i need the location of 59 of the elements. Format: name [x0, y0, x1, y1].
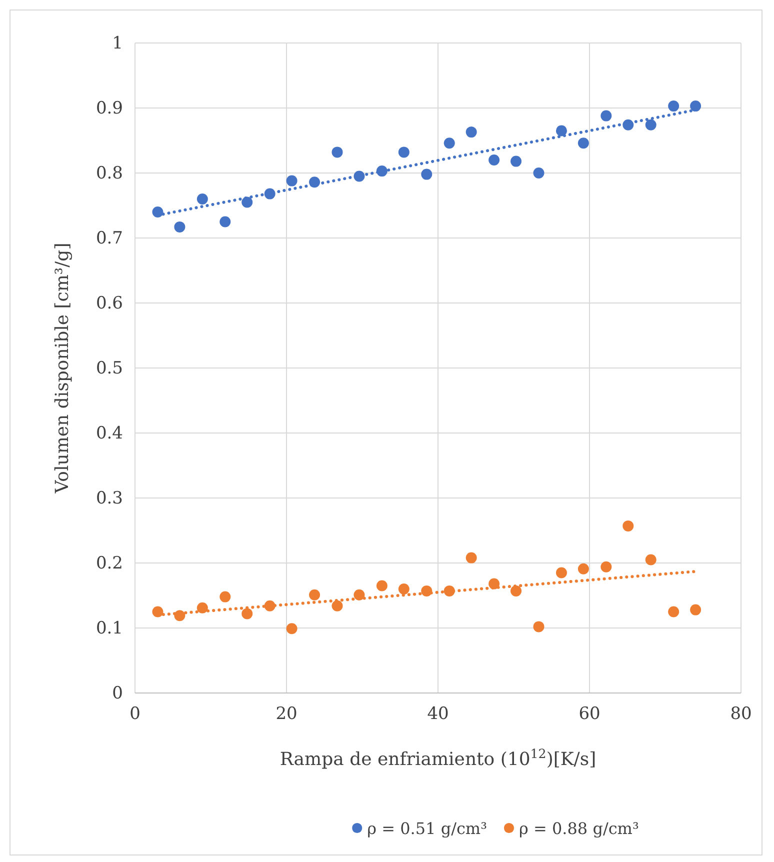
point — [556, 567, 567, 578]
y-tick-label: 0.2 — [96, 553, 123, 574]
y-tick-label: 0.5 — [96, 358, 123, 378]
y-tick-label: 0.8 — [96, 163, 123, 184]
point — [668, 100, 680, 112]
point — [622, 520, 634, 532]
point — [174, 221, 186, 232]
legend-label: ρ = 0.51 g/cm³ — [367, 819, 487, 838]
y-tick-label: 0.6 — [96, 293, 123, 314]
y-tick-label: 0.3 — [96, 488, 123, 508]
point — [510, 585, 522, 596]
point — [578, 138, 589, 149]
point — [488, 154, 500, 166]
x-tick-label: 40 — [427, 704, 449, 724]
y-tick-label: 0 — [112, 683, 123, 704]
legend-label: ρ = 0.88 g/cm³ — [519, 819, 639, 838]
point — [578, 563, 589, 574]
y-tick-label: 0.7 — [96, 228, 123, 248]
y-tick-label: 0.9 — [96, 98, 123, 118]
point — [286, 175, 298, 186]
point — [220, 216, 231, 228]
point — [645, 554, 656, 566]
point — [600, 561, 612, 572]
x-tick-label: 0 — [130, 704, 140, 724]
point — [220, 591, 231, 602]
y-axis-title: Volumen disponible [cm³/g] — [52, 242, 73, 494]
point — [354, 589, 365, 600]
point — [421, 168, 432, 180]
point — [242, 608, 253, 620]
point — [533, 621, 544, 632]
x-axis-title: Rampa de enfriamiento (10$^{12}$)[K/s] — [280, 746, 596, 770]
point — [645, 119, 656, 130]
x-tick-label: 80 — [730, 704, 752, 724]
point — [242, 196, 253, 208]
y-tick-label: 0.1 — [96, 618, 123, 638]
point — [309, 589, 320, 600]
point — [444, 138, 455, 149]
point — [196, 194, 208, 204]
point — [466, 126, 477, 138]
point — [600, 110, 612, 122]
point — [556, 125, 567, 136]
x-tick-label: 60 — [578, 704, 600, 724]
point — [668, 606, 680, 618]
point — [398, 584, 410, 594]
point — [196, 602, 208, 614]
point — [466, 552, 477, 564]
point — [376, 580, 388, 592]
point — [332, 146, 343, 158]
point — [332, 600, 343, 612]
y-tick-label: 0.4 — [96, 423, 123, 444]
point — [533, 168, 544, 178]
x-tick-label: 20 — [276, 704, 298, 724]
point — [690, 100, 702, 112]
point — [152, 206, 164, 218]
y-tick-label: 1 — [112, 33, 123, 54]
point — [510, 156, 522, 167]
point — [398, 146, 410, 158]
point — [690, 604, 702, 616]
point — [286, 623, 298, 634]
